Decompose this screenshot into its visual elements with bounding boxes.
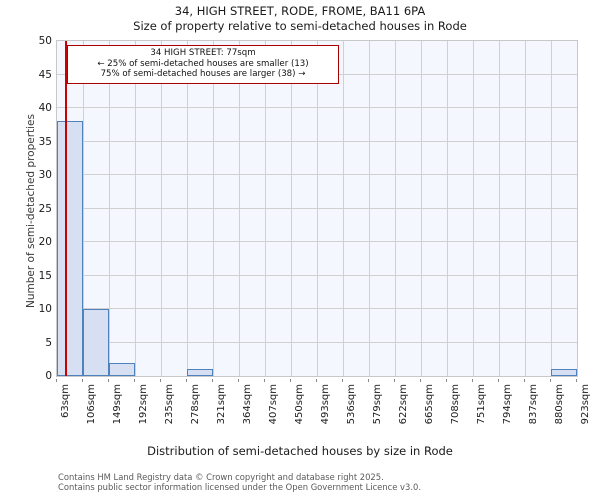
x-axis-tick-label: 407sqm	[268, 384, 279, 425]
x-axis-tick-mark	[108, 379, 109, 382]
bars-layer	[57, 41, 577, 376]
x-axis-tick-label: 751sqm	[476, 384, 487, 425]
histogram-bar	[83, 309, 109, 376]
x-axis-tick-label: 880sqm	[554, 384, 565, 425]
histogram-bar	[551, 369, 577, 376]
gridline-vertical	[343, 41, 344, 376]
x-axis-tick-label: 192sqm	[138, 384, 149, 425]
x-axis-tick-mark	[212, 379, 213, 382]
y-axis-tick-label: 5	[45, 336, 52, 349]
gridline-vertical	[83, 41, 84, 376]
x-axis-tick-label: 622sqm	[398, 384, 409, 425]
footer-line-2: Contains public sector information licen…	[58, 482, 421, 493]
gridline-vertical	[421, 41, 422, 376]
histogram-bar	[109, 362, 135, 376]
annotation-line-larger: 75% of semi-detached houses are larger (…	[100, 69, 306, 80]
x-axis-tick-mark	[472, 379, 473, 382]
y-axis-tick-label: 15	[38, 269, 52, 282]
gridline-vertical	[213, 41, 214, 376]
x-axis-tick-mark	[290, 379, 291, 382]
gridline-vertical	[317, 41, 318, 376]
x-axis-tick-label: 63sqm	[60, 384, 71, 419]
y-axis-tick-label: 40	[38, 102, 52, 114]
x-axis-tick-label: 364sqm	[242, 384, 253, 425]
plot-area	[56, 40, 578, 377]
y-axis-tick-label: 25	[38, 202, 52, 215]
x-axis-tick-label: 665sqm	[424, 384, 435, 425]
footer-line-1: Contains HM Land Registry data © Crown c…	[58, 472, 384, 482]
gridline-vertical	[447, 41, 448, 376]
y-axis-tick-labels: 0 5 10 15 20 25 30 35 40 45 50	[0, 35, 52, 382]
x-axis-tick-mark	[264, 379, 265, 382]
histogram-bar	[187, 369, 213, 376]
x-axis-tick-label: 579sqm	[372, 384, 383, 425]
x-axis-tick-mark	[420, 379, 421, 382]
y-axis-tick-label: 35	[38, 135, 52, 148]
annotation-line-smaller: ← 25% of semi-detached houses are smalle…	[97, 58, 309, 69]
marker-layer	[57, 41, 577, 376]
property-annotation-box: 34 HIGH STREET: 77sqm ← 25% of semi-deta…	[67, 45, 339, 84]
gridline-vertical	[551, 41, 552, 376]
footer-attribution: Contains HM Land Registry data © Crown c…	[58, 472, 598, 493]
x-axis-tick-mark	[186, 379, 187, 382]
x-axis-tick-label: 708sqm	[450, 384, 461, 425]
x-axis-tick-label: 106sqm	[86, 384, 97, 425]
gridline-vertical	[265, 41, 266, 376]
gridline-vertical	[525, 41, 526, 376]
annotation-line-title: 34 HIGH STREET: 77sqm	[150, 48, 256, 58]
x-axis-tick-mark	[160, 379, 161, 382]
x-axis-tick-mark	[498, 379, 499, 382]
x-axis-tick-mark	[82, 379, 83, 382]
y-axis-tick-label: 50	[38, 35, 52, 47]
gridline-vertical	[499, 41, 500, 376]
x-axis-tick-mark	[576, 379, 577, 382]
gridline-vertical	[135, 41, 136, 376]
x-axis-tick-mark	[394, 379, 395, 382]
x-axis-tick-label: 149sqm	[112, 384, 123, 425]
x-axis-tick-label: 493sqm	[320, 384, 331, 425]
gridline-vertical	[109, 41, 110, 376]
gridline-vertical	[291, 41, 292, 376]
x-axis-tick-label: 235sqm	[164, 384, 175, 425]
x-axis-tick-label: 794sqm	[502, 384, 513, 425]
gridline-vertical	[395, 41, 396, 376]
gridline-vertical	[369, 41, 370, 376]
gridline-vertical	[473, 41, 474, 376]
x-axis-tick-label: 923sqm	[580, 384, 591, 425]
x-axis-tick-mark	[238, 379, 239, 382]
chart-title-block: 34, HIGH STREET, RODE, FROME, BA11 6PA S…	[0, 4, 600, 34]
gridlines	[57, 41, 577, 376]
x-axis-tick-label: 536sqm	[346, 384, 357, 425]
x-axis-tick-mark	[134, 379, 135, 382]
gridline-vertical	[161, 41, 162, 376]
gridline-vertical	[187, 41, 188, 376]
page-title: 34, HIGH STREET, RODE, FROME, BA11 6PA	[174, 4, 426, 18]
x-axis-tick-labels: 63sqm 106sqm 149sqm 192sqm 235sqm 278sqm 321sq…	[56, 379, 591, 439]
y-axis-tick-label: 0	[45, 370, 52, 382]
gridline-vertical	[239, 41, 240, 376]
x-axis-tick-mark	[524, 379, 525, 382]
y-axis-tick-label: 30	[38, 169, 52, 181]
x-axis-tick-mark	[56, 379, 57, 382]
x-axis-tick-label: 837sqm	[528, 384, 539, 425]
x-axis-tick-mark	[368, 379, 369, 382]
property-size-marker-line	[65, 41, 67, 376]
x-axis-tick-mark	[446, 379, 447, 382]
histogram-bar	[57, 121, 83, 376]
chart-subtitle: Size of property relative to semi-detach…	[133, 19, 467, 33]
x-axis-tick-mark	[550, 379, 551, 382]
x-axis-tick-mark	[342, 379, 343, 382]
y-axis-tick-label: 20	[38, 236, 52, 248]
x-axis-title: Distribution of semi-detached houses by …	[147, 444, 453, 458]
x-axis-tick-label: 450sqm	[294, 384, 305, 425]
x-axis-tick-label: 278sqm	[190, 384, 201, 425]
x-axis-tick-mark	[316, 379, 317, 382]
y-axis-tick-label: 10	[38, 303, 52, 315]
y-axis-tick-label: 45	[38, 68, 52, 81]
x-axis-tick-label: 321sqm	[216, 384, 227, 425]
